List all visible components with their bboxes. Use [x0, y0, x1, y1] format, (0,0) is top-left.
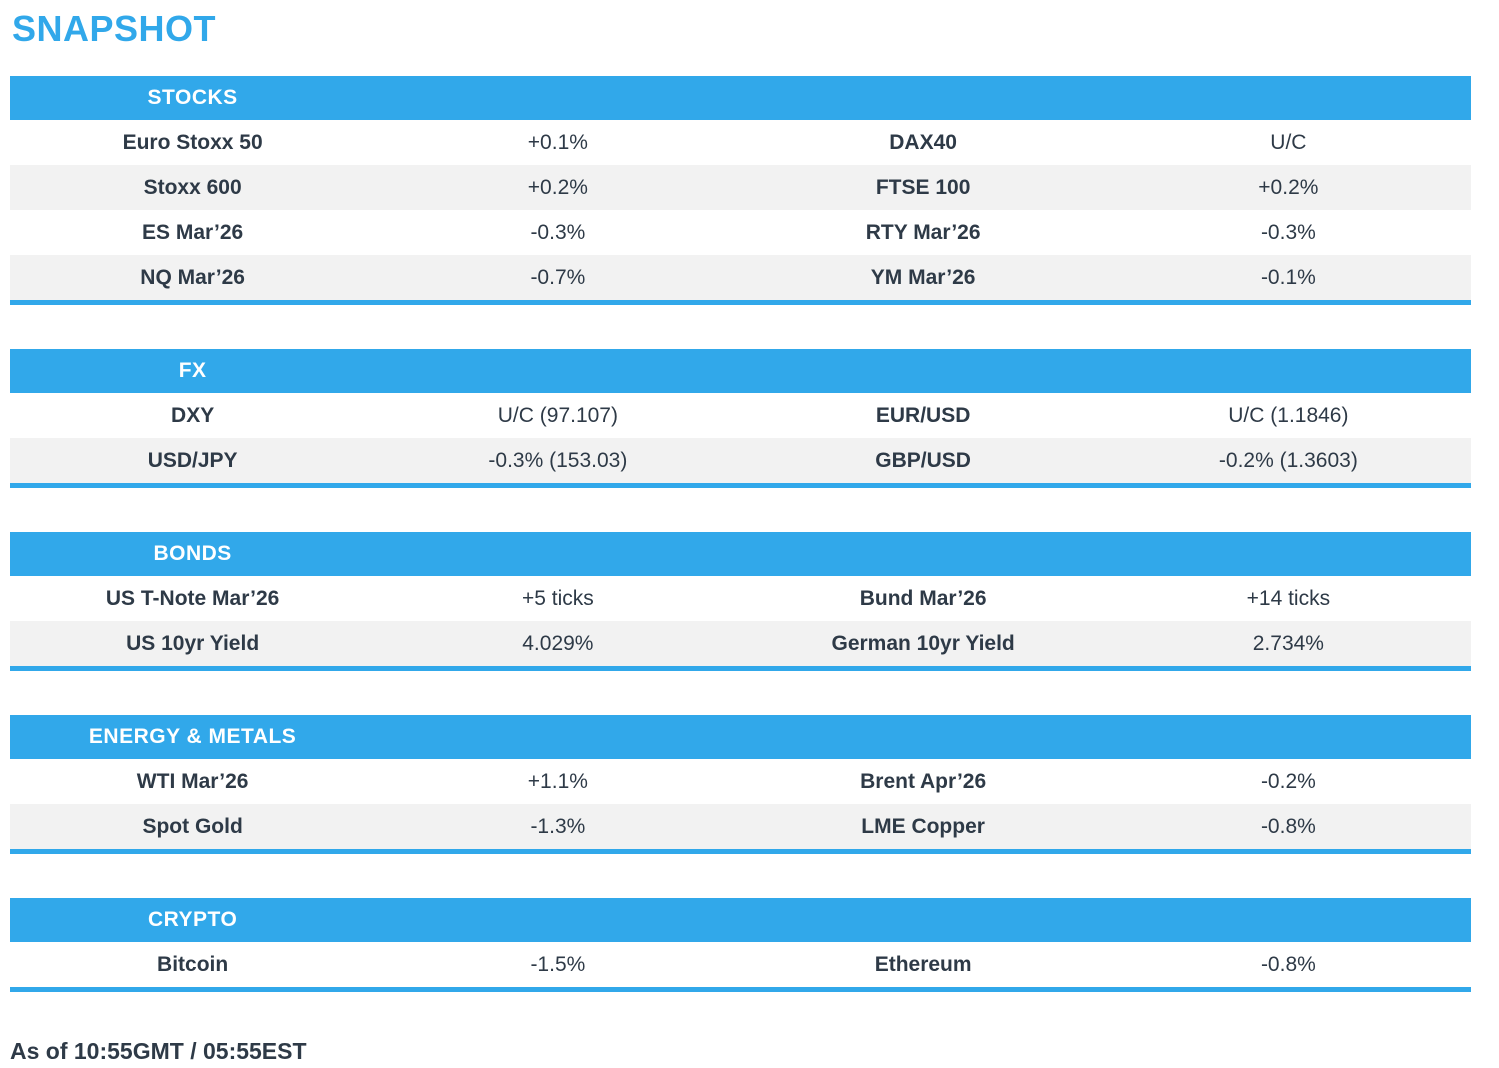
- section-rows: Euro Stoxx 50 +0.1% DAX40 U/C Stoxx 600 +0.2%…: [10, 120, 1471, 300]
- section-header-bar: CRYPTO: [10, 898, 1471, 942]
- instrument-label: Bund Mar’26: [859, 586, 987, 610]
- instrument-label: DXY: [171, 403, 215, 427]
- instrument-change-value: -0.8%: [1260, 952, 1316, 976]
- instrument-label: NQ Mar’26: [140, 265, 245, 289]
- snapshot-page: SNAPSHOT STOCKS Euro Stoxx 50 +0.1% DAX40 U…: [10, 8, 1499, 1065]
- table-row: Spot Gold -1.3% LME Copper -0.8%: [10, 804, 1471, 849]
- table-row: US T-Note Mar’26 +5 ticks Bund Mar’26 +14 t…: [10, 576, 1471, 621]
- instrument-change-value: -1.3%: [530, 814, 586, 838]
- section-title: BONDS: [153, 542, 232, 565]
- instrument-change-value: -0.3%: [1260, 220, 1316, 244]
- instrument-change-value: +14 ticks: [1246, 586, 1331, 610]
- instrument-change-value: -0.8%: [1260, 814, 1316, 838]
- instrument-label: FTSE 100: [875, 175, 971, 199]
- market-section: BONDS US T-Note Mar’26 +5 ticks Bund Mar’2…: [10, 532, 1471, 671]
- section-rows: DXY U/C (97.107) EUR/USD U/C (1.1846) USD/JP…: [10, 393, 1471, 483]
- instrument-label: RTY Mar’26: [865, 220, 981, 244]
- table-row: USD/JPY -0.3% (153.03) GBP/USD -0.2% (1.360…: [10, 438, 1471, 483]
- market-section: FX DXY U/C (97.107) EUR/USD U/C (1.1846) USD…: [10, 349, 1471, 488]
- instrument-change-value: +1.1%: [527, 769, 588, 793]
- instrument-change-value: -0.3% (153.03): [488, 448, 628, 472]
- instrument-label: US T-Note Mar’26: [105, 586, 280, 610]
- instrument-label: USD/JPY: [147, 448, 238, 472]
- instrument-change-value: -0.1%: [1260, 265, 1316, 289]
- table-row: Stoxx 600 +0.2% FTSE 100 +0.2%: [10, 165, 1471, 210]
- instrument-label: YM Mar’26: [870, 265, 976, 289]
- table-row: ES Mar’26 -0.3% RTY Mar’26 -0.3%: [10, 210, 1471, 255]
- table-row: WTI Mar’26 +1.1% Brent Apr’26 -0.2%: [10, 759, 1471, 804]
- market-section: ENERGY & METALS WTI Mar’26 +1.1% Brent Apr…: [10, 715, 1471, 854]
- section-rows: US T-Note Mar’26 +5 ticks Bund Mar’26 +14 t…: [10, 576, 1471, 666]
- instrument-label: Stoxx 600: [143, 175, 242, 199]
- instrument-label: German 10yr Yield: [831, 631, 1015, 655]
- section-title: CRYPTO: [147, 908, 238, 931]
- table-row: NQ Mar’26 -0.7% YM Mar’26 -0.1%: [10, 255, 1471, 300]
- instrument-change-value: -0.2%: [1260, 769, 1316, 793]
- timestamp-note: As of 10:55GMT / 05:55EST: [10, 1038, 307, 1064]
- section-title: STOCKS: [147, 86, 238, 109]
- page-title: SNAPSHOT: [12, 8, 217, 49]
- instrument-change-value: U/C (97.107): [497, 403, 618, 427]
- market-section: STOCKS Euro Stoxx 50 +0.1% DAX40 U/C Stoxx 6…: [10, 76, 1471, 305]
- section-title: ENERGY & METALS: [88, 725, 297, 748]
- section-rows: WTI Mar’26 +1.1% Brent Apr’26 -0.2% Spot Gol…: [10, 759, 1471, 849]
- market-section: CRYPTO Bitcoin -1.5% Ethereum -0.8%: [10, 898, 1471, 992]
- instrument-label: DAX40: [889, 130, 957, 154]
- table-row: Euro Stoxx 50 +0.1% DAX40 U/C: [10, 120, 1471, 165]
- instrument-change-value: +5 ticks: [521, 586, 594, 610]
- instrument-label: GBP/USD: [875, 448, 971, 472]
- instrument-change-value: U/C: [1270, 130, 1307, 154]
- table-row: DXY U/C (97.107) EUR/USD U/C (1.1846): [10, 393, 1471, 438]
- instrument-label: Bitcoin: [157, 952, 229, 976]
- instrument-change-value: -1.5%: [530, 952, 586, 976]
- instrument-label: US 10yr Yield: [126, 631, 260, 655]
- instrument-label: WTI Mar’26: [136, 769, 249, 793]
- instrument-change-value: -0.7%: [530, 265, 586, 289]
- instrument-change-value: +0.2%: [527, 175, 588, 199]
- market-sections: STOCKS Euro Stoxx 50 +0.1% DAX40 U/C Stoxx 6…: [10, 76, 1499, 992]
- section-header-bar: STOCKS: [10, 76, 1471, 120]
- instrument-change-value: +0.1%: [527, 130, 588, 154]
- table-row: Bitcoin -1.5% Ethereum -0.8%: [10, 942, 1471, 987]
- instrument-label: Brent Apr’26: [860, 769, 987, 793]
- instrument-change-value: U/C (1.1846): [1228, 403, 1349, 427]
- instrument-label: LME Copper: [861, 814, 985, 838]
- instrument-label: Ethereum: [874, 952, 972, 976]
- section-header-bar: FX: [10, 349, 1471, 393]
- instrument-label: EUR/USD: [875, 403, 971, 427]
- section-rows: Bitcoin -1.5% Ethereum -0.8%: [10, 942, 1471, 987]
- section-header-bar: BONDS: [10, 532, 1471, 576]
- table-row: US 10yr Yield 4.029% German 10yr Yield 2.73…: [10, 621, 1471, 666]
- instrument-change-value: +0.2%: [1258, 175, 1319, 199]
- instrument-change-value: 2.734%: [1252, 631, 1324, 655]
- section-title: FX: [178, 359, 207, 382]
- instrument-label: Spot Gold: [142, 814, 243, 838]
- instrument-change-value: -0.2% (1.3603): [1218, 448, 1358, 472]
- section-header-bar: ENERGY & METALS: [10, 715, 1471, 759]
- instrument-change-value: 4.029%: [522, 631, 594, 655]
- instrument-label: ES Mar’26: [142, 220, 244, 244]
- instrument-change-value: -0.3%: [530, 220, 586, 244]
- instrument-label: Euro Stoxx 50: [122, 130, 263, 154]
